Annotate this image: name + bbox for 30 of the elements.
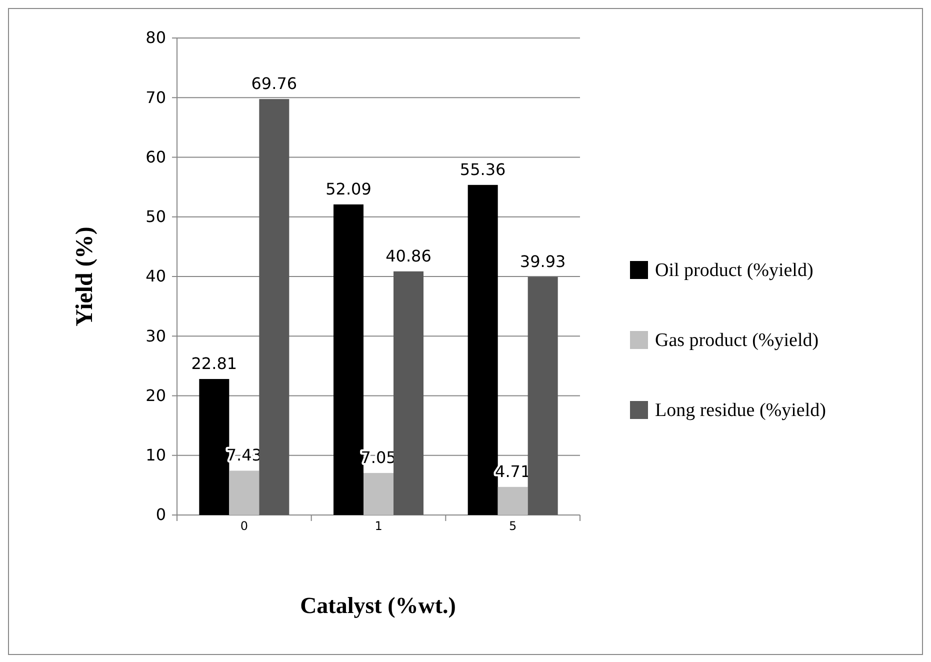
bar (259, 99, 290, 515)
bar (334, 204, 364, 515)
data-label: 40.86 (386, 246, 432, 266)
bar (364, 472, 394, 515)
y-tick-label: 20 (146, 386, 166, 405)
bar (498, 486, 528, 515)
data-label: 22.81 (191, 354, 238, 373)
legend-label: Long residue (%yield) (655, 400, 826, 421)
x-tick-label: 1 (374, 519, 382, 533)
y-tick-label: 10 (146, 445, 166, 464)
data-label: 52.09 (326, 179, 372, 198)
bar (229, 470, 260, 515)
y-tick-label: 50 (146, 206, 166, 226)
legend-label: Oil product (%yield) (655, 260, 814, 281)
y-tick-label: 70 (146, 88, 166, 107)
x-tick-label: 5 (509, 519, 517, 533)
legend-label: Gas product (%yield) (655, 330, 819, 351)
y-tick-label: 60 (146, 147, 166, 166)
data-label: 39.93 (520, 252, 566, 271)
y-tick-label: 30 (146, 326, 166, 346)
data-label: 69.76 (251, 74, 298, 94)
bar (528, 276, 558, 515)
y-tick-label: 40 (146, 266, 166, 286)
bar (394, 271, 424, 515)
x-axis-title: Catalyst (%wt.) (300, 593, 456, 618)
data-label: 55.36 (460, 160, 506, 179)
bar (199, 378, 230, 515)
x-tick-label: 0 (240, 519, 248, 533)
y-tick-label: 80 (146, 28, 166, 48)
y-axis-title: Yield (%) (72, 226, 98, 326)
